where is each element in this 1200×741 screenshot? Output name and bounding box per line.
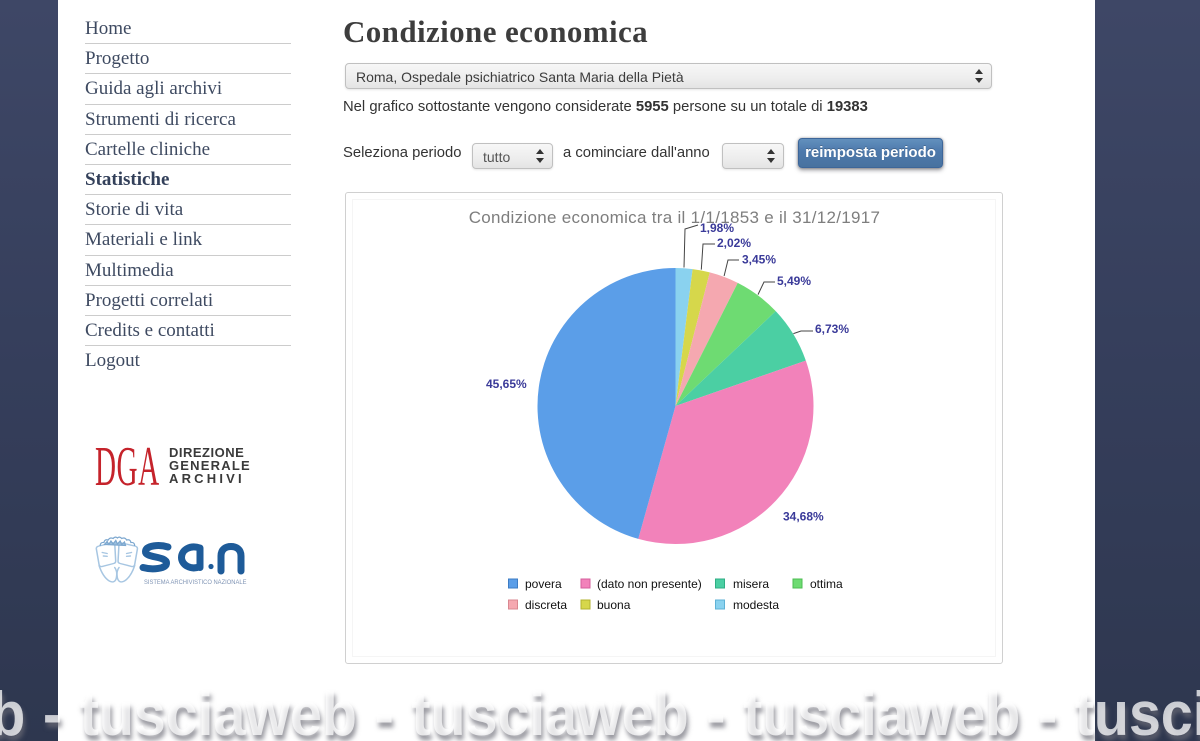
svg-text:discreta: discreta xyxy=(525,598,567,612)
svg-text:3,45%: 3,45% xyxy=(742,253,776,267)
svg-text:2,02%: 2,02% xyxy=(717,236,751,250)
svg-text:buona: buona xyxy=(597,598,631,612)
svg-text:45,65%: 45,65% xyxy=(486,377,527,391)
svg-text:misera: misera xyxy=(733,577,769,591)
svg-text:modesta: modesta xyxy=(733,598,779,612)
svg-text:6,73%: 6,73% xyxy=(815,322,849,336)
svg-text:5,49%: 5,49% xyxy=(777,274,811,288)
svg-text:34,68%: 34,68% xyxy=(783,510,824,524)
svg-text:1,98%: 1,98% xyxy=(700,221,734,235)
svg-text:ottima: ottima xyxy=(810,577,843,591)
svg-text:povera: povera xyxy=(525,577,562,591)
svg-text:(dato non presente): (dato non presente) xyxy=(597,577,702,591)
